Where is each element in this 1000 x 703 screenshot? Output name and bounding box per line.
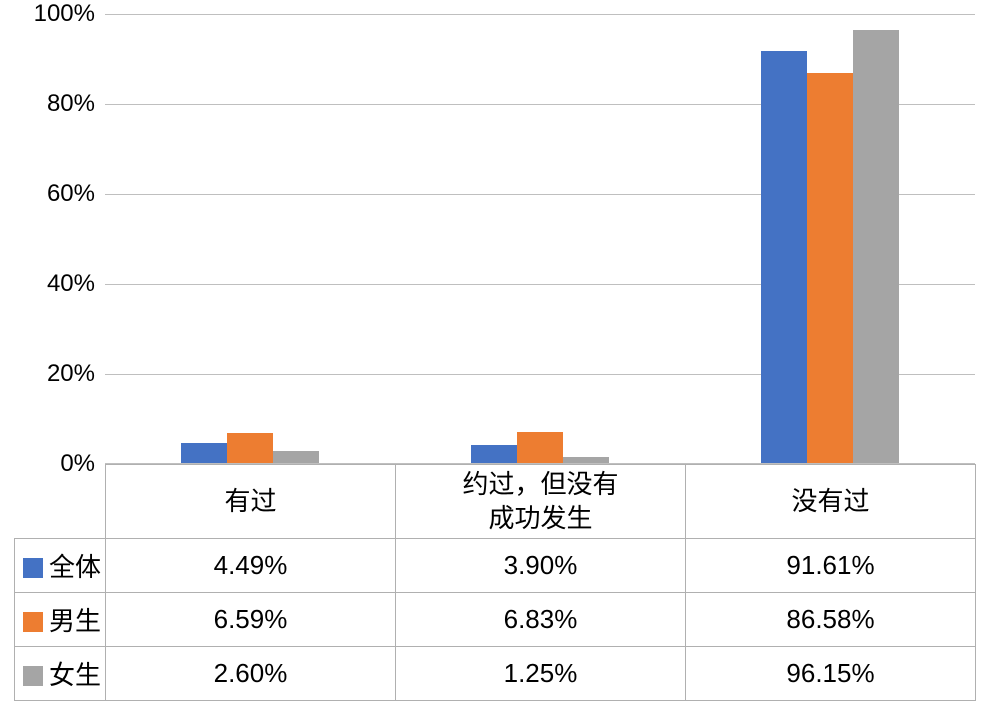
bar — [761, 51, 807, 463]
bar-group — [181, 433, 319, 463]
ytick-label: 0% — [5, 450, 95, 478]
category-header-1: 约过，但没有成功发生 — [396, 465, 686, 539]
bar-group — [761, 30, 899, 463]
category-label: 有过 — [224, 486, 276, 516]
legend-label: 男生 — [49, 606, 101, 636]
ytick-label: 40% — [5, 270, 95, 298]
chart-container: 有过 约过，但没有成功发生 没有过 全体 4.49% 3.90% 91.61% … — [0, 0, 1000, 703]
legend-label: 全体 — [49, 552, 101, 582]
category-header-row: 有过 约过，但没有成功发生 没有过 — [15, 465, 976, 539]
series-row-0: 全体 4.49% 3.90% 91.61% — [15, 539, 976, 593]
category-header-2: 没有过 — [686, 465, 976, 539]
bar-group — [471, 432, 609, 463]
legend-swatch-0 — [23, 558, 43, 578]
series-row-1: 男生 6.59% 6.83% 86.58% — [15, 593, 976, 647]
bar — [563, 457, 609, 463]
ytick-label: 20% — [5, 360, 95, 388]
value-cell: 4.49% — [106, 539, 396, 593]
legend-cell-1: 男生 — [15, 593, 106, 647]
legend-swatch-2 — [23, 666, 43, 686]
value-cell: 96.15% — [686, 647, 976, 701]
value-cell: 2.60% — [106, 647, 396, 701]
bar — [273, 451, 319, 463]
value-cell: 1.25% — [396, 647, 686, 701]
bar — [181, 443, 227, 463]
bar — [227, 433, 273, 463]
bar — [517, 432, 563, 463]
ytick-label: 60% — [5, 180, 95, 208]
bar — [807, 73, 853, 463]
value-cell: 6.83% — [396, 593, 686, 647]
bar — [471, 445, 517, 463]
legend-label: 女生 — [49, 660, 101, 690]
plot-area — [105, 14, 975, 464]
data-table: 有过 约过，但没有成功发生 没有过 全体 4.49% 3.90% 91.61% … — [14, 464, 976, 701]
value-cell: 3.90% — [396, 539, 686, 593]
bar — [853, 30, 899, 463]
legend-cell-0: 全体 — [15, 539, 106, 593]
category-header-0: 有过 — [106, 465, 396, 539]
legend-swatch-1 — [23, 612, 43, 632]
legend-cell-2: 女生 — [15, 647, 106, 701]
gridline — [105, 14, 975, 15]
category-label: 没有过 — [791, 486, 869, 516]
value-cell: 86.58% — [686, 593, 976, 647]
ytick-label: 100% — [5, 0, 95, 28]
value-cell: 91.61% — [686, 539, 976, 593]
series-row-2: 女生 2.60% 1.25% 96.15% — [15, 647, 976, 701]
data-table-body: 有过 约过，但没有成功发生 没有过 全体 4.49% 3.90% 91.61% … — [15, 465, 976, 701]
category-label: 约过，但没有成功发生 — [462, 469, 618, 533]
value-cell: 6.59% — [106, 593, 396, 647]
ytick-label: 80% — [5, 90, 95, 118]
